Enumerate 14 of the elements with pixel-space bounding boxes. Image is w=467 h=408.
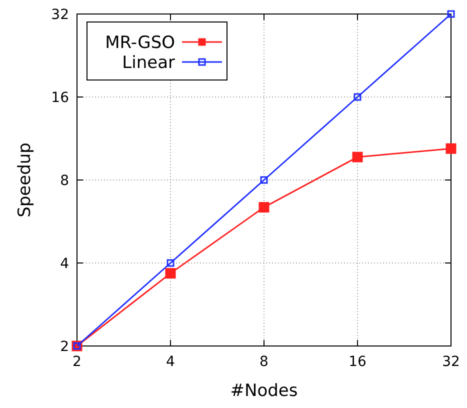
y-tick-label: 32 — [51, 7, 69, 23]
y-axis-title: Speedup — [15, 142, 35, 218]
x-tick-label: 2 — [72, 354, 82, 370]
x-tick-label: 16 — [348, 354, 366, 370]
y-tick-label: 8 — [60, 173, 69, 189]
x-tick-label: 32 — [442, 354, 460, 370]
x-tick-label: 8 — [260, 354, 268, 370]
y-tick-label: 4 — [60, 256, 70, 272]
legend-label: Linear — [122, 53, 175, 73]
x-tick-label: 4 — [166, 354, 176, 370]
y-tick-label: 16 — [51, 90, 70, 106]
legend-label: MR-GSO — [105, 33, 175, 53]
y-tick-label: 2 — [60, 339, 69, 355]
x-axis-title: #Nodes — [230, 381, 298, 401]
